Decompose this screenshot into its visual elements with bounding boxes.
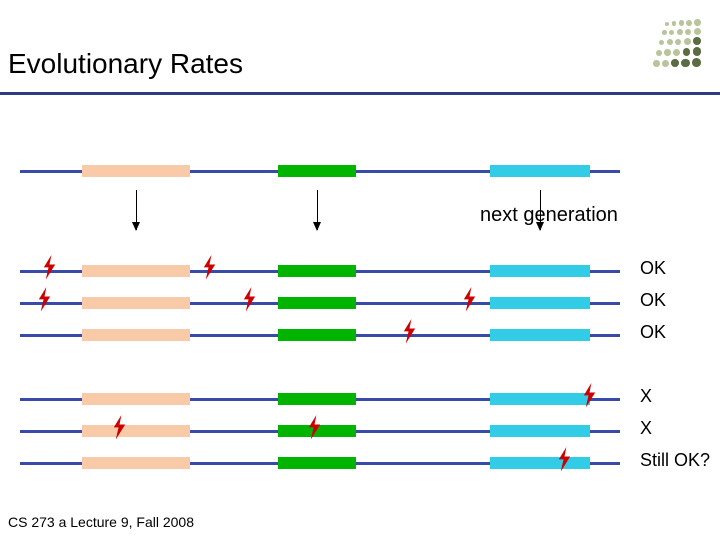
label-next-generation: next generation [480, 204, 618, 227]
row-x2-block-peach [82, 425, 190, 437]
bolt-x2-1 [305, 415, 324, 445]
arrow-0 [136, 190, 137, 230]
row-ok2-block-cyan [490, 297, 590, 309]
row-ok1-block-green [278, 265, 356, 277]
bolt-x2-0 [110, 415, 129, 445]
label-still-ok: Still OK? [640, 450, 710, 471]
bolt-ok1-0 [40, 255, 59, 285]
parent-block-cyan [490, 165, 590, 177]
bolt-ok2-2 [460, 287, 479, 317]
row-still-block-green [278, 457, 356, 469]
bolt-ok1-1 [200, 255, 219, 285]
row-x1-block-peach [82, 393, 190, 405]
bolt-ok2-0 [35, 287, 54, 317]
slide: { "title": "Evolutionary Rates", "footer… [0, 0, 720, 540]
label-ok-1: OK [640, 258, 666, 279]
label-x-1: X [640, 386, 652, 407]
row-still-block-cyan [490, 457, 590, 469]
row-x2-block-cyan [490, 425, 590, 437]
bolt-still-0 [555, 447, 574, 477]
slide-title: Evolutionary Rates [8, 48, 243, 80]
row-ok3-block-green [278, 329, 356, 341]
bolt-ok3-0 [400, 319, 419, 349]
parent-block-green [278, 165, 356, 177]
row-x1-block-green [278, 393, 356, 405]
label-ok-3: OK [640, 322, 666, 343]
label-x-2: X [640, 418, 652, 439]
logo [652, 18, 702, 68]
row-ok1-block-peach [82, 265, 190, 277]
row-ok2-block-green [278, 297, 356, 309]
row-x1-block-cyan [490, 393, 590, 405]
row-ok1-block-cyan [490, 265, 590, 277]
bolt-x1-0 [580, 383, 599, 413]
parent-block-peach [82, 165, 190, 177]
title-underline [0, 92, 720, 95]
footer: CS 273 a Lecture 9, Fall 2008 [8, 514, 194, 530]
bolt-ok2-1 [240, 287, 259, 317]
row-ok3-block-peach [82, 329, 190, 341]
row-ok2-block-peach [82, 297, 190, 309]
row-ok3-block-cyan [490, 329, 590, 341]
arrow-1 [317, 190, 318, 230]
label-ok-2: OK [640, 290, 666, 311]
row-still-block-peach [82, 457, 190, 469]
